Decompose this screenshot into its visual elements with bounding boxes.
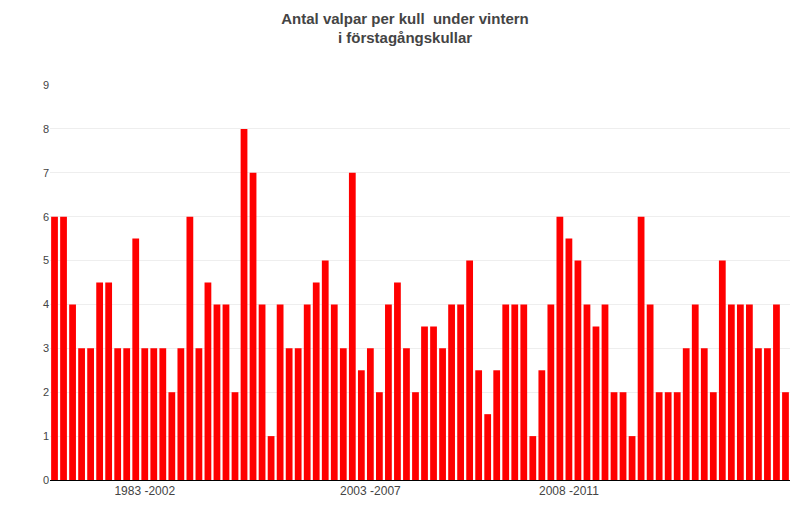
svg-text:6: 6 <box>43 211 49 223</box>
svg-text:4: 4 <box>43 298 49 310</box>
svg-text:8: 8 <box>43 123 49 135</box>
svg-text:2003 -2007: 2003 -2007 <box>340 484 401 498</box>
svg-text:7: 7 <box>43 167 49 179</box>
svg-text:2008 -2011: 2008 -2011 <box>539 484 599 498</box>
svg-text:2: 2 <box>43 386 49 398</box>
svg-text:5: 5 <box>43 254 49 266</box>
svg-text:0: 0 <box>43 474 49 486</box>
svg-text:1: 1 <box>43 430 49 442</box>
svg-text:9: 9 <box>43 79 49 91</box>
svg-text:Antal valpar per kull under v: Antal valpar per kull under vinterni för… <box>281 10 529 47</box>
svg-text:3: 3 <box>43 342 49 354</box>
svg-text:1983 -2002: 1983 -2002 <box>114 484 175 498</box>
